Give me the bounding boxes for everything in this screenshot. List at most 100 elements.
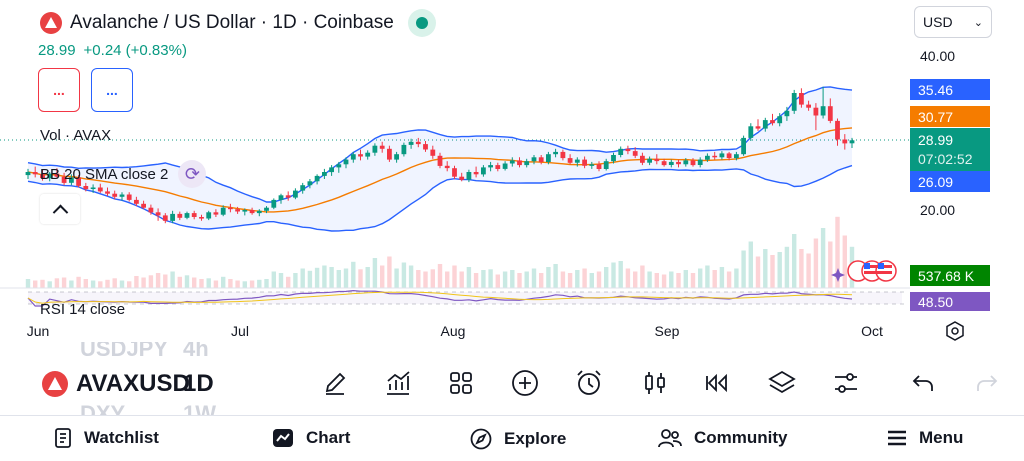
volume-bar xyxy=(473,273,479,288)
rsi-ma-line xyxy=(27,291,853,304)
collapse-legend-button[interactable] xyxy=(40,194,80,224)
volume-bar xyxy=(358,269,363,289)
sell-button[interactable]: ... xyxy=(38,68,80,112)
refresh-icon[interactable]: ⟳ xyxy=(178,160,207,188)
candle xyxy=(242,208,248,216)
nav-chart[interactable]: Chart xyxy=(272,428,350,448)
nav-watchlist[interactable]: Watchlist xyxy=(54,428,159,448)
volume-indicator-label[interactable]: Vol · AVAX xyxy=(40,127,112,144)
buy-button[interactable]: ... xyxy=(91,68,133,112)
basis-tag: 30.77 xyxy=(910,106,990,127)
price-chart[interactable]: Jun Jul Aug Sep Oct xyxy=(0,0,1024,345)
chart-legend[interactable]: Avalanche / US Dollar · 1D · Coinbase xyxy=(40,9,436,37)
compass-icon xyxy=(470,428,492,450)
candle-type-icon[interactable] xyxy=(638,366,672,400)
currency-select[interactable]: USD ⌄ xyxy=(914,6,992,38)
candle xyxy=(697,157,703,168)
volume-bar xyxy=(90,280,96,288)
candle xyxy=(531,155,537,165)
community-icon xyxy=(658,429,682,448)
news-flags[interactable] xyxy=(831,260,897,282)
pencil-icon[interactable] xyxy=(318,366,352,400)
candle xyxy=(83,182,89,192)
volume-bar xyxy=(119,280,125,288)
chart-settings-icon[interactable] xyxy=(944,320,966,342)
volume-bar xyxy=(495,274,500,288)
symbol-title: Avalanche / US Dollar · 1D · Coinbase xyxy=(70,12,394,33)
candle xyxy=(640,152,645,166)
volume-bar xyxy=(401,262,407,288)
volume-bar xyxy=(777,252,782,288)
candle xyxy=(112,190,118,200)
candle xyxy=(524,158,530,168)
volume-bar xyxy=(25,279,31,288)
layers-icon[interactable] xyxy=(765,366,799,400)
chart-icon xyxy=(273,429,293,447)
candle xyxy=(452,165,457,179)
redo-icon[interactable] xyxy=(970,366,1004,400)
volume-bar xyxy=(690,273,696,288)
nav-explore[interactable]: Explore xyxy=(470,428,566,450)
symbol-picker[interactable]: AVAXUSD xyxy=(42,370,190,398)
candle xyxy=(567,154,573,165)
nav-explore-label: Explore xyxy=(504,429,567,448)
timeframe-picker[interactable]: 1D xyxy=(183,370,214,397)
volume-bar xyxy=(661,274,667,288)
currency-value: USD xyxy=(923,14,953,30)
candle xyxy=(264,206,269,214)
volume-bar xyxy=(112,278,117,289)
volume-bar xyxy=(459,271,464,288)
volume-bar xyxy=(314,267,320,289)
volume-bar xyxy=(351,261,356,289)
indicators-icon[interactable] xyxy=(381,366,415,400)
prev-symbol-ghost[interactable]: USDJPY xyxy=(80,342,169,361)
volume-bar xyxy=(640,265,645,288)
candle xyxy=(582,156,587,169)
candle xyxy=(415,137,421,148)
candle xyxy=(574,157,580,167)
add-icon[interactable] xyxy=(508,366,542,400)
next-timeframe-ghost[interactable]: 1W xyxy=(183,402,216,415)
volume-bar xyxy=(336,270,341,288)
candle xyxy=(495,162,501,172)
candle xyxy=(76,175,81,188)
rsi-indicator-label[interactable]: RSI 14 close xyxy=(40,301,126,315)
prev-timeframe-ghost[interactable]: 4h xyxy=(183,342,209,361)
candle xyxy=(705,153,710,162)
bollinger-indicator-label[interactable]: BB 20 SMA close 2 ⟳ xyxy=(40,160,207,188)
nav-menu[interactable]: Menu xyxy=(887,428,963,448)
volume-bar xyxy=(372,258,378,288)
layout-icon[interactable] xyxy=(444,366,478,400)
candle xyxy=(350,151,356,163)
undo-icon[interactable] xyxy=(906,366,940,400)
candle xyxy=(134,196,139,207)
candle xyxy=(553,148,558,158)
candle xyxy=(712,151,718,160)
candle xyxy=(488,161,493,172)
candle xyxy=(401,142,407,157)
settings-sliders-icon[interactable] xyxy=(829,366,863,400)
candle xyxy=(741,135,746,156)
rsi-pane xyxy=(0,287,910,307)
chevron-down-icon: ⌄ xyxy=(973,16,983,29)
candle xyxy=(827,98,833,124)
candle xyxy=(676,159,681,168)
replay-icon[interactable] xyxy=(700,366,734,400)
volume-bar xyxy=(365,267,370,288)
candle xyxy=(119,192,125,201)
volume-bar xyxy=(394,268,399,288)
next-symbol-ghost[interactable]: DXY xyxy=(80,402,126,415)
candle xyxy=(105,187,110,196)
candle xyxy=(141,200,146,210)
candle xyxy=(423,141,428,152)
candle xyxy=(90,184,96,193)
candle xyxy=(69,174,74,186)
market-open-icon[interactable] xyxy=(407,9,436,37)
volume-bar xyxy=(47,281,52,289)
volume-bar xyxy=(83,279,88,288)
candle xyxy=(538,155,544,165)
alert-icon[interactable] xyxy=(572,366,606,400)
volume-bar xyxy=(575,270,580,288)
nav-community[interactable]: Community xyxy=(658,428,788,448)
bottom-navigation: Watchlist Chart Explore Community Menu xyxy=(0,415,1024,461)
